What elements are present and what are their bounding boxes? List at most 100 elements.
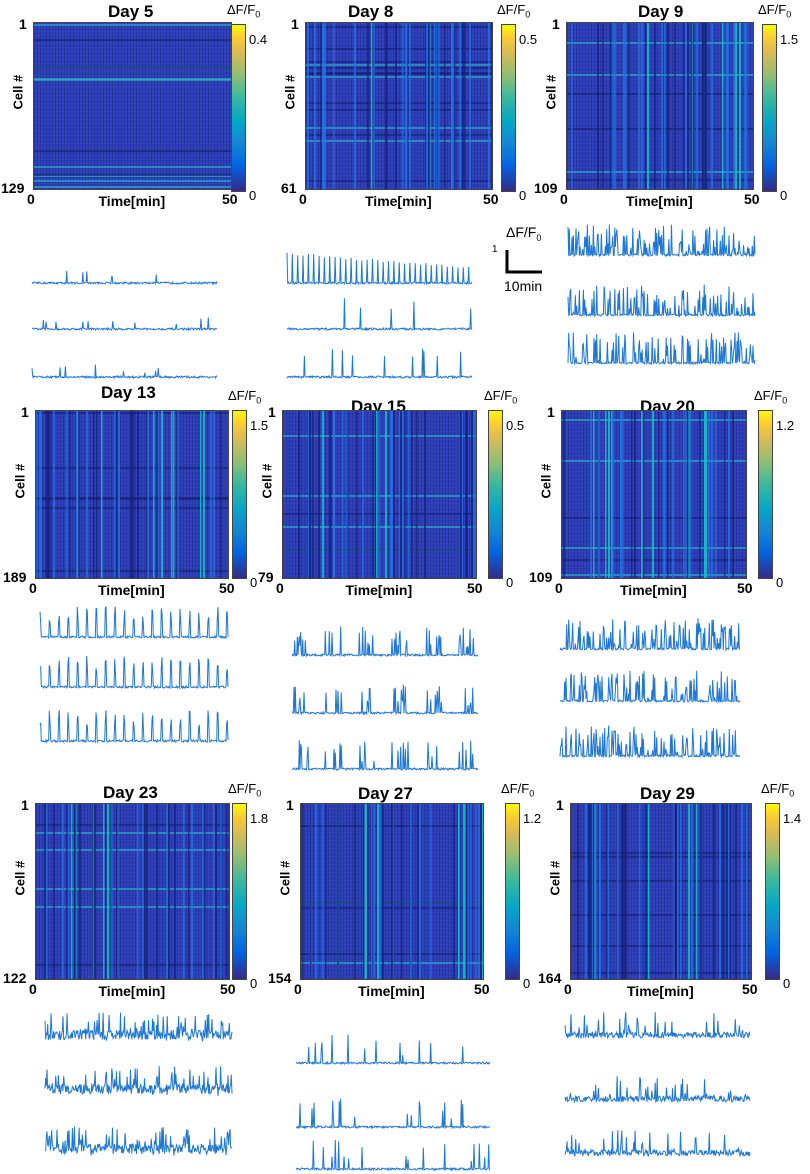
calcium-trace (567, 332, 756, 366)
panel-title: Day 8 (348, 2, 394, 21)
colorbar-zero-tick: 0 (249, 188, 257, 203)
panel-title: Day 5 (108, 2, 154, 21)
colorbar-zero-tick: 0 (250, 575, 258, 590)
y-tick-end: 122 (3, 970, 27, 986)
calcium-trace (39, 655, 229, 690)
panel-title: Day 29 (640, 784, 695, 803)
y-axis-label: Cell # (12, 860, 28, 895)
trace-line (44, 1066, 233, 1096)
y-tick-start: 1 (21, 404, 29, 420)
y-axis-label: Cell # (277, 860, 293, 895)
colorbar-title: ΔF/F0 (228, 781, 262, 799)
heatmap (305, 22, 493, 190)
y-tick-start: 1 (286, 797, 294, 813)
y-tick-end: 129 (1, 180, 25, 196)
calcium-trace (567, 224, 756, 258)
calcium-trace (31, 364, 218, 380)
y-axis-label: Cell # (282, 74, 298, 110)
colorbar-zero-tick: 0 (506, 575, 514, 590)
y-axis-label: Cell # (543, 74, 559, 110)
y-tick-end: 164 (538, 970, 562, 986)
calcium-trace (44, 1012, 233, 1042)
colorbar (231, 24, 246, 192)
calcium-trace (286, 348, 473, 380)
y-axis-label: Cell # (12, 463, 28, 498)
x-tick-end: 50 (742, 981, 758, 997)
x-tick-end: 50 (222, 191, 238, 207)
trace-line (44, 1012, 233, 1042)
colorbar-max-tick: 1.2 (776, 418, 795, 433)
colorbar-max-tick: 1.5 (250, 418, 269, 433)
scale-bar-title: ΔF/F0 (506, 224, 542, 243)
calcium-trace (559, 670, 741, 704)
colorbar-title: ΔF/F0 (228, 388, 262, 406)
heatmap (570, 803, 752, 980)
colorbar-title: ΔF/F0 (761, 781, 795, 799)
scale-bar: ΔF/F0 1 10min (480, 222, 570, 302)
trace-line (564, 1076, 751, 1104)
trace-line (292, 684, 479, 716)
colorbar-zero-tick: 0 (783, 976, 791, 991)
colorbar (765, 803, 780, 980)
trace-line (39, 606, 229, 640)
y-axis-label: Cell # (10, 74, 26, 110)
y-tick-start: 1 (291, 16, 299, 32)
y-axis-label: Cell # (538, 463, 554, 498)
y-tick-end: 189 (3, 569, 27, 585)
colorbar (488, 410, 503, 579)
y-tick-start: 1 (268, 404, 276, 420)
colorbar-title: ΔF/F0 (227, 2, 261, 20)
y-tick-end: 61 (281, 180, 297, 196)
trace-line (559, 670, 741, 704)
heatmap (35, 410, 229, 579)
calcium-trace (39, 710, 229, 744)
colorbar-max-tick: 1.5 (780, 32, 799, 47)
y-tick-end: 109 (529, 569, 553, 585)
trace-line (31, 317, 217, 332)
panel-title: Day 9 (638, 2, 684, 21)
x-axis-label: Time[min] (98, 582, 165, 598)
colorbar-zero-tick: 0 (519, 188, 527, 203)
y-tick-end: 154 (268, 970, 292, 986)
y-tick-start: 1 (552, 16, 560, 32)
x-tick-start: 0 (276, 580, 284, 596)
calcium-trace (296, 1140, 491, 1172)
trace-line (286, 252, 473, 286)
colorbar (501, 24, 516, 192)
calcium-trace (44, 1066, 233, 1096)
heatmap (561, 410, 747, 579)
scale-bar-value: 1 (492, 244, 498, 255)
colorbar-zero-tick: 0 (776, 575, 784, 590)
calcium-trace (564, 1012, 751, 1040)
trace-line (291, 740, 479, 772)
x-axis-label: Time[min] (626, 193, 693, 209)
trace-line (39, 710, 229, 744)
colorbar-title: ΔF/F0 (501, 781, 535, 799)
x-tick-end: 50 (219, 580, 235, 596)
colorbar-title: ΔF/F0 (497, 2, 531, 20)
colorbar-max-tick: 1.8 (250, 811, 269, 826)
trace-line (559, 618, 741, 652)
panel-title: Day 13 (101, 383, 156, 402)
x-axis-label: Time[min] (345, 582, 413, 598)
y-tick-start: 1 (547, 404, 555, 420)
x-tick-start: 0 (299, 191, 307, 207)
colorbar-max-tick: 0.5 (506, 418, 525, 433)
y-axis-label: Cell # (259, 463, 275, 498)
calcium-trace (31, 270, 218, 286)
x-tick-start: 0 (564, 981, 572, 997)
colorbar (505, 803, 520, 980)
calcium-trace (39, 606, 229, 640)
calcium-trace (295, 1034, 491, 1066)
x-tick-end: 50 (737, 580, 753, 596)
x-axis-label: Time[min] (358, 983, 425, 999)
x-tick-start: 0 (29, 981, 37, 997)
x-tick-end: 50 (220, 981, 236, 997)
trace-line (39, 655, 229, 690)
colorbar-title: ΔF/F0 (754, 388, 788, 406)
heatmap (35, 803, 230, 980)
trace-line (567, 332, 756, 366)
y-tick-start: 1 (21, 797, 29, 813)
x-axis-label: Time[min] (620, 582, 687, 598)
trace-line (559, 725, 741, 759)
